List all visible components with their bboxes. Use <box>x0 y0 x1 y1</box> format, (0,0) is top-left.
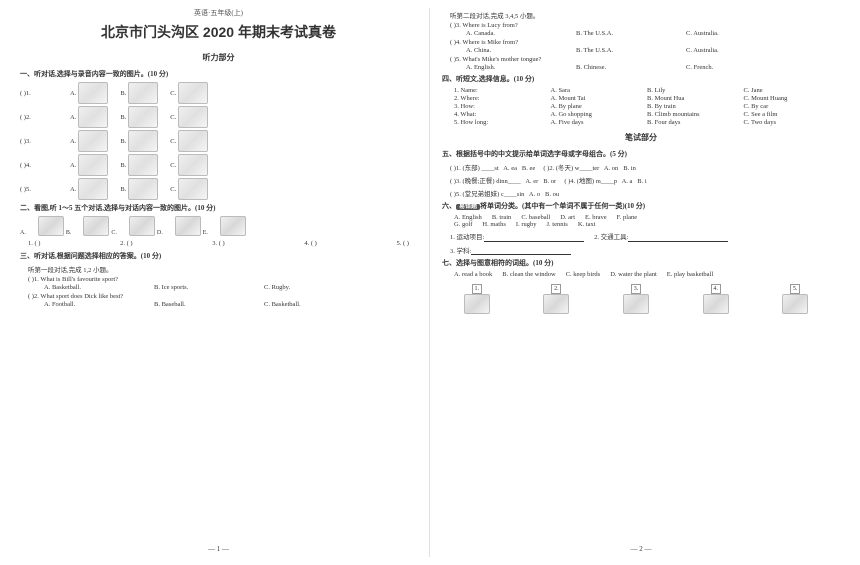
q2-title: 二、看图,听 1～5 五个对话,选择与对话内容一致的图片。(10 分) <box>20 203 417 213</box>
q6-opts-row1: A. English B. train C. baseball D. art E… <box>442 214 840 221</box>
q5-r3: ( )5. (堂兄弟姐妹) c____sin A. o B. ou <box>442 188 840 198</box>
q2-answers: 1. ( ) 2. ( ) 3. ( ) 4. ( ) 5. ( ) <box>20 240 417 247</box>
q1-r1-n: ( )1. <box>20 90 70 97</box>
q4-r2: 2. Where:A. Mount TaiB. Mount HuaC. Moun… <box>442 95 840 102</box>
q6-fill2: 3. 学科: <box>442 245 840 256</box>
q4-items: 1. Name:A. SaraB. LilyC. Jane 2. Where:A… <box>442 87 840 126</box>
image-placeholder <box>178 82 208 104</box>
q1-row-5: ( )5. A. B. C. <box>20 178 417 200</box>
q3-item1: ( )1. What is Bill's favourite sport? <box>20 276 417 283</box>
q7-title: 七、选择与图意相符的词组。(10 分) <box>442 258 840 268</box>
q4-title: 四、听短文,选择信息。(10 分) <box>442 74 840 84</box>
q3-item5: ( )5. What's Mike's mother tongue? <box>442 56 840 63</box>
image-placeholder <box>128 106 158 128</box>
image-placeholder <box>128 130 158 152</box>
page-number-left: — 1 — <box>8 545 429 553</box>
image-placeholder <box>178 178 208 200</box>
q3-item2: ( )2. What sport does Dick like best? <box>20 293 417 300</box>
q3-item5-opts: A. English. B. Chinese. C. French. <box>442 64 840 71</box>
q3-item4-opts: A. China. B. The U.S.A. C. Australia. <box>442 47 840 54</box>
q7-opts: A. read a book B. clean the window C. ke… <box>442 271 840 278</box>
blank-line <box>628 234 728 242</box>
image-placeholder <box>178 106 208 128</box>
number-box: 2. <box>551 284 561 294</box>
image-placeholder <box>175 216 201 236</box>
number-box: 3. <box>631 284 641 294</box>
q3-item2-opts: A. Football. B. Baseball. C. Basketball. <box>20 301 417 308</box>
q5-title: 五、根据括号中的中文提示给单词选字母或字母组合。(5 分) <box>442 149 840 159</box>
exam-title: 北京市门头沟区 2020 年期末考试真卷 <box>20 22 417 42</box>
image-placeholder <box>78 130 108 152</box>
image-placeholder <box>623 294 649 314</box>
q1-row-1: ( )1. A. B. C. <box>20 82 417 104</box>
number-box: 4. <box>711 284 721 294</box>
image-placeholder <box>782 294 808 314</box>
number-box: 5. <box>790 284 800 294</box>
blank-line <box>484 234 584 242</box>
image-placeholder <box>78 178 108 200</box>
image-placeholder <box>128 82 158 104</box>
q6-fill1: 1. 运动项目: 2. 交通工具: <box>442 231 840 242</box>
badge-icon: 易错题 <box>456 204 480 210</box>
q4-r5: 5. How long:A. Five daysB. Four daysC. T… <box>442 119 840 126</box>
header-small: 英语·五年级(上) <box>20 8 417 18</box>
q2-images: A. B. C. D. E. <box>20 216 417 236</box>
q3-title: 三、听对话,根据问题选择相应的答案。(10 分) <box>20 251 417 261</box>
image-placeholder <box>78 82 108 104</box>
image-placeholder <box>38 216 64 236</box>
q3-seg1: 听第一段对话,完成 1,2 小题。 <box>20 264 417 274</box>
q1-rows: ( )1. A. B. C. ( )2. A. B. C. ( )3. A. B… <box>20 82 417 200</box>
number-box: 1. <box>472 284 482 294</box>
image-placeholder <box>78 154 108 176</box>
image-placeholder <box>178 154 208 176</box>
q6-opts-row2: G. golf H. maths I. rugby J. tennis K. t… <box>442 221 840 228</box>
q4-r1: 1. Name:A. SaraB. LilyC. Jane <box>442 87 840 94</box>
q3-item4: ( )4. Where is Mike from? <box>442 39 840 46</box>
image-placeholder <box>83 216 109 236</box>
q1-row-2: ( )2. A. B. C. <box>20 106 417 128</box>
q7-images: 1. 2. 3. 4. 5. <box>442 284 840 314</box>
image-placeholder <box>220 216 246 236</box>
blank-line <box>471 247 571 255</box>
q5-r2: ( )3. (晚餐;正餐) dinn____ A. er B. or ( )4.… <box>442 175 840 185</box>
image-placeholder <box>78 106 108 128</box>
left-column: 英语·五年级(上) 北京市门头沟区 2020 年期末考试真卷 听力部分 一、听对… <box>8 8 430 557</box>
q4-r4: 4. What:A. Go shoppingB. Climb mountains… <box>442 111 840 118</box>
q3-item3: ( )3. Where is Lucy from? <box>442 22 840 29</box>
image-placeholder <box>703 294 729 314</box>
image-placeholder <box>464 294 490 314</box>
q6-title: 六、易错题将单词分类。(其中有一个单词不属于任何一类)(10 分) <box>442 201 840 211</box>
q5-r1: ( )1. (东部) ____st A. ea B. ee ( )2. (冬天)… <box>442 162 840 172</box>
q3-seg2: 听第二段对话,完成 3,4,5 小题。 <box>442 10 840 20</box>
image-placeholder <box>128 154 158 176</box>
q4-r3: 3. How:A. By planeB. By trainC. By car <box>442 103 840 110</box>
page-number-right: — 2 — <box>430 545 852 553</box>
image-placeholder <box>543 294 569 314</box>
q1-title: 一、听对话,选择与录音内容一致的图片。(10 分) <box>20 69 417 79</box>
image-placeholder <box>178 130 208 152</box>
q3-item1-opts: A. Basketball. B. Ice sports. C. Rugby. <box>20 284 417 291</box>
right-column: 听第二段对话,完成 3,4,5 小题。 ( )3. Where is Lucy … <box>430 8 852 557</box>
image-placeholder <box>128 178 158 200</box>
q1-row-3: ( )3. A. B. C. <box>20 130 417 152</box>
q3-item3-opts: A. Canada. B. The U.S.A. C. Australia. <box>442 30 840 37</box>
q1-row-4: ( )4. A. B. C. <box>20 154 417 176</box>
image-placeholder <box>129 216 155 236</box>
listening-heading: 听力部分 <box>20 52 417 63</box>
writing-heading: 笔试部分 <box>442 132 840 143</box>
